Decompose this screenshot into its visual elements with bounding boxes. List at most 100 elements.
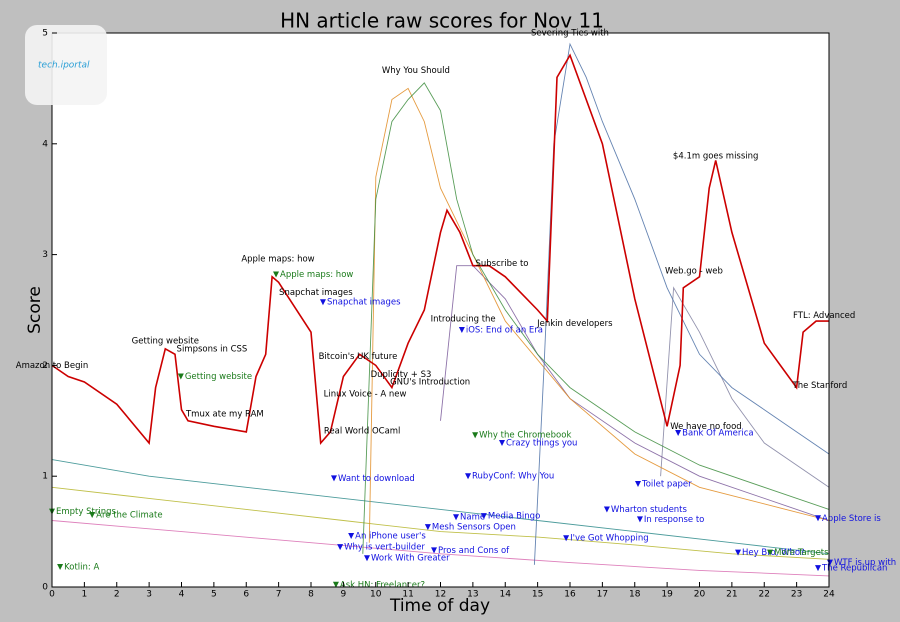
x-tick-label: 0 — [49, 590, 55, 600]
annotation: Toilet paper — [641, 479, 692, 489]
annotation: RubyConf: Why You — [472, 472, 554, 482]
annotation-marker — [57, 564, 64, 571]
annotation-marker — [431, 547, 438, 554]
annotation: Media Bingo — [488, 512, 540, 522]
annotation: Apple maps: how — [241, 255, 314, 265]
annotation: Duplicity + S3 — [371, 370, 432, 380]
annotation: We have no food — [670, 422, 741, 432]
annotation-marker — [814, 515, 821, 522]
annotation: Subscribe to — [476, 259, 529, 269]
y-tick-label: 4 — [42, 139, 48, 149]
x-tick-label: 15 — [532, 590, 543, 600]
annotation: Getting website — [185, 372, 252, 382]
y-tick-label: 3 — [42, 250, 48, 260]
annotation: Wharton students — [611, 505, 688, 515]
annotation: Apple Store is — [822, 514, 881, 524]
annotation: Hey Bro, Who? — [742, 548, 805, 558]
chart-title: HN article raw scores for Nov 11 — [280, 9, 604, 33]
annotation: $4.1m goes missing — [673, 151, 759, 161]
annotation: Want to download — [338, 474, 415, 484]
annotation: Bitcoin's UK future — [319, 352, 398, 362]
annotation-marker — [453, 514, 460, 521]
annotation-marker — [472, 432, 479, 439]
y-axis-label: Score — [25, 286, 45, 334]
x-tick-label: 17 — [597, 590, 608, 600]
watermark: tech.iportal — [38, 61, 90, 71]
x-tick-label: 3 — [146, 590, 152, 600]
x-tick-label: 10 — [370, 590, 382, 600]
x-tick-label: 12 — [435, 590, 446, 600]
x-tick-label: 1 — [82, 590, 88, 600]
annotation: I've Got Whopping — [570, 534, 649, 544]
y-tick-label: 0 — [42, 583, 48, 593]
annotation-marker — [332, 581, 339, 588]
series-line — [660, 286, 830, 488]
x-tick-label: 22 — [759, 590, 770, 600]
annotation-marker — [424, 524, 431, 531]
x-tick-label: 6 — [243, 590, 249, 600]
annotation-marker — [634, 480, 641, 487]
annotation: Crazy things you — [506, 438, 577, 448]
annotation-marker — [364, 555, 371, 562]
annotation-marker — [348, 533, 355, 540]
annotation: Tmux ate my RAM — [185, 410, 264, 420]
x-tick-label: 4 — [179, 590, 185, 600]
annotation-marker — [465, 473, 472, 480]
annotation-marker — [826, 559, 833, 566]
annotation: WTF is up with — [834, 558, 896, 568]
annotation-marker — [636, 516, 643, 523]
annotation: Web.go - web — [665, 267, 723, 277]
annotation-marker — [319, 299, 326, 306]
x-tick-label: 2 — [114, 590, 120, 600]
annotation-marker — [89, 511, 96, 518]
x-tick-label: 18 — [629, 590, 641, 600]
annotation: Work With Greater — [371, 554, 450, 564]
annotation: iOS: End of an Era — [466, 325, 543, 335]
annotation: Getting website — [132, 337, 199, 347]
series-line — [51, 486, 830, 560]
x-tick-label: 8 — [308, 590, 314, 600]
annotation: Pros and Cons of — [438, 546, 510, 556]
annotation-marker — [273, 271, 280, 278]
y-tick-label: 5 — [42, 29, 48, 39]
annotation-marker — [563, 535, 570, 542]
x-tick-label: 11 — [402, 590, 413, 600]
x-tick-label: 14 — [500, 590, 512, 600]
annotation-marker — [177, 373, 184, 380]
x-tick-label: 24 — [823, 590, 835, 600]
annotation: FTL: Advanced — [793, 311, 855, 321]
x-tick-label: 20 — [694, 590, 706, 600]
x-tick-label: 23 — [791, 590, 802, 600]
x-tick-label: 5 — [211, 590, 217, 600]
x-tick-label: 7 — [276, 590, 282, 600]
annotation: The Republican — [821, 564, 887, 574]
annotation: An iPhone user's — [355, 532, 426, 542]
annotation: The Stanford — [792, 381, 848, 391]
y-tick-label: 2 — [42, 361, 48, 371]
annotation: Are the Climate — [96, 510, 162, 520]
x-axis-label: Time of day — [389, 596, 490, 616]
annotation-marker — [458, 326, 465, 333]
x-tick-label: 13 — [467, 590, 478, 600]
annotation: Real World OCaml — [324, 426, 401, 436]
annotation: Bank Of America — [682, 428, 754, 438]
y-tick-label: 1 — [42, 472, 48, 482]
annotation: Simpsons in CSS — [177, 344, 248, 354]
annotation: Why You Should — [382, 66, 450, 76]
watermark-box — [25, 25, 107, 105]
annotation: Linux Voice - A new — [324, 390, 407, 400]
annotation: Introducing the — [431, 314, 496, 324]
series-line — [51, 520, 830, 577]
x-tick-label: 16 — [564, 590, 576, 600]
annotation: More Targets — [774, 548, 829, 558]
x-tick-label: 9 — [341, 590, 347, 600]
annotation-marker — [480, 513, 487, 520]
annotation: Empty Strings — [56, 507, 116, 517]
annotation: Snapchat images — [279, 288, 353, 298]
annotation-marker — [603, 506, 610, 513]
annotation: GNU's Introduction — [390, 378, 470, 388]
annotation: In response to — [644, 515, 704, 525]
annotation: Why the Chromebook — [479, 431, 571, 441]
annotation: Apple maps: how — [280, 270, 353, 280]
